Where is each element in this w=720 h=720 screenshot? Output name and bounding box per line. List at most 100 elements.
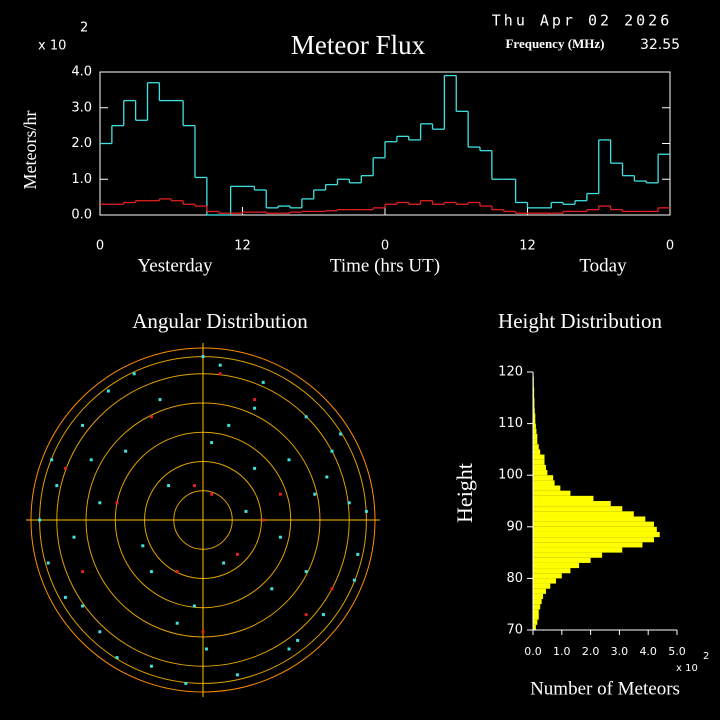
frequency-label: Frequency (MHz) [505, 36, 604, 51]
meteor-point [72, 535, 76, 539]
x-tick-label: 0 [666, 239, 674, 254]
meteor-point [313, 492, 317, 496]
meteor-point [63, 595, 67, 599]
bar [533, 547, 623, 553]
x-tick-label: 2.0 [582, 645, 600, 658]
x-tick-label: 12 [519, 239, 536, 254]
y-axis-label: Meteors/hr [20, 111, 40, 190]
bar [533, 397, 535, 403]
bar [533, 588, 546, 594]
bar [533, 511, 634, 517]
bar [533, 562, 580, 569]
meteor-point [321, 613, 325, 617]
y-tick-label: 100 [498, 468, 523, 483]
y-tick-label: 80 [506, 571, 523, 586]
bar [533, 423, 536, 429]
bar [533, 475, 554, 481]
meteor-point [253, 398, 257, 402]
bar [533, 480, 555, 486]
bar [533, 454, 545, 460]
x-axis-label: Time (hrs UT) [330, 255, 440, 276]
bar [533, 485, 561, 491]
meteor-point [98, 501, 102, 505]
bar [533, 413, 536, 419]
meteor-point [356, 552, 360, 556]
meteor-point [115, 656, 119, 660]
y-tick-label: 2.0 [71, 136, 92, 151]
meteor-point [235, 673, 239, 677]
chart-title: Height Distribution [498, 309, 662, 333]
bar [533, 516, 646, 522]
meteor-point [46, 561, 50, 565]
x-tick-label: 0.0 [524, 645, 542, 658]
meteor-point [201, 355, 205, 359]
bar [533, 506, 623, 512]
meteor-point [253, 406, 257, 410]
bar [533, 418, 536, 424]
bar [533, 464, 546, 471]
meteor-point [347, 501, 351, 505]
bar [533, 449, 541, 455]
bar [533, 604, 541, 610]
meteor-point [167, 484, 171, 488]
bar [533, 624, 536, 630]
meteor-point [304, 570, 308, 574]
meteor-point [141, 544, 145, 548]
meteor-point [124, 449, 128, 453]
bar [533, 392, 535, 398]
bar [533, 402, 535, 409]
bar [533, 470, 548, 476]
frequency: 32.55 [640, 37, 680, 53]
meteor-point [149, 664, 153, 668]
meteor-point [38, 518, 42, 522]
bar [533, 537, 654, 543]
bar [533, 408, 535, 414]
meteor-point [158, 398, 162, 402]
meteor-point [98, 630, 102, 634]
bar [533, 578, 557, 584]
meteor-point [115, 501, 119, 505]
meteor-point [364, 509, 368, 513]
meteor-point [296, 638, 300, 642]
meteor-point [304, 613, 308, 617]
meteor-point [278, 492, 282, 496]
bar [533, 557, 591, 563]
meteor-point [192, 484, 196, 488]
meteor-point [278, 535, 282, 539]
y-tick-label: 4.0 [71, 65, 92, 80]
meteor-point [201, 630, 205, 634]
meteor-point [304, 415, 308, 419]
bar [533, 459, 545, 465]
meteor-point [175, 570, 179, 574]
meteor-point [261, 518, 265, 522]
meteor-point [330, 587, 334, 591]
bar [533, 568, 571, 574]
bar [533, 599, 542, 605]
meteor-point [210, 492, 214, 496]
meteor-point [270, 587, 274, 591]
bar [533, 428, 537, 434]
meteor-point [89, 458, 93, 462]
bar [533, 387, 535, 393]
meteor-point [287, 647, 291, 651]
x-tick-label: 3.0 [611, 645, 629, 658]
x-multiplier-exp: 2 [703, 651, 709, 662]
x-tick-label: 5.0 [668, 645, 686, 658]
bar [533, 526, 657, 532]
meteor-point [287, 458, 291, 462]
meteor-point [339, 432, 343, 436]
bar [533, 433, 538, 440]
meteor-point [81, 570, 85, 574]
meteor-point [352, 578, 356, 582]
meteor-point [244, 509, 248, 513]
y-axis-label: Height [452, 463, 477, 523]
bar [533, 542, 643, 548]
bar [533, 593, 544, 600]
bar [533, 614, 539, 620]
x-multiplier: x 10 [676, 663, 698, 674]
meteor-point [149, 570, 153, 574]
date: Thu Apr 02 2026 [492, 12, 672, 30]
meteor-point [81, 604, 85, 608]
meteor-point [261, 380, 265, 384]
